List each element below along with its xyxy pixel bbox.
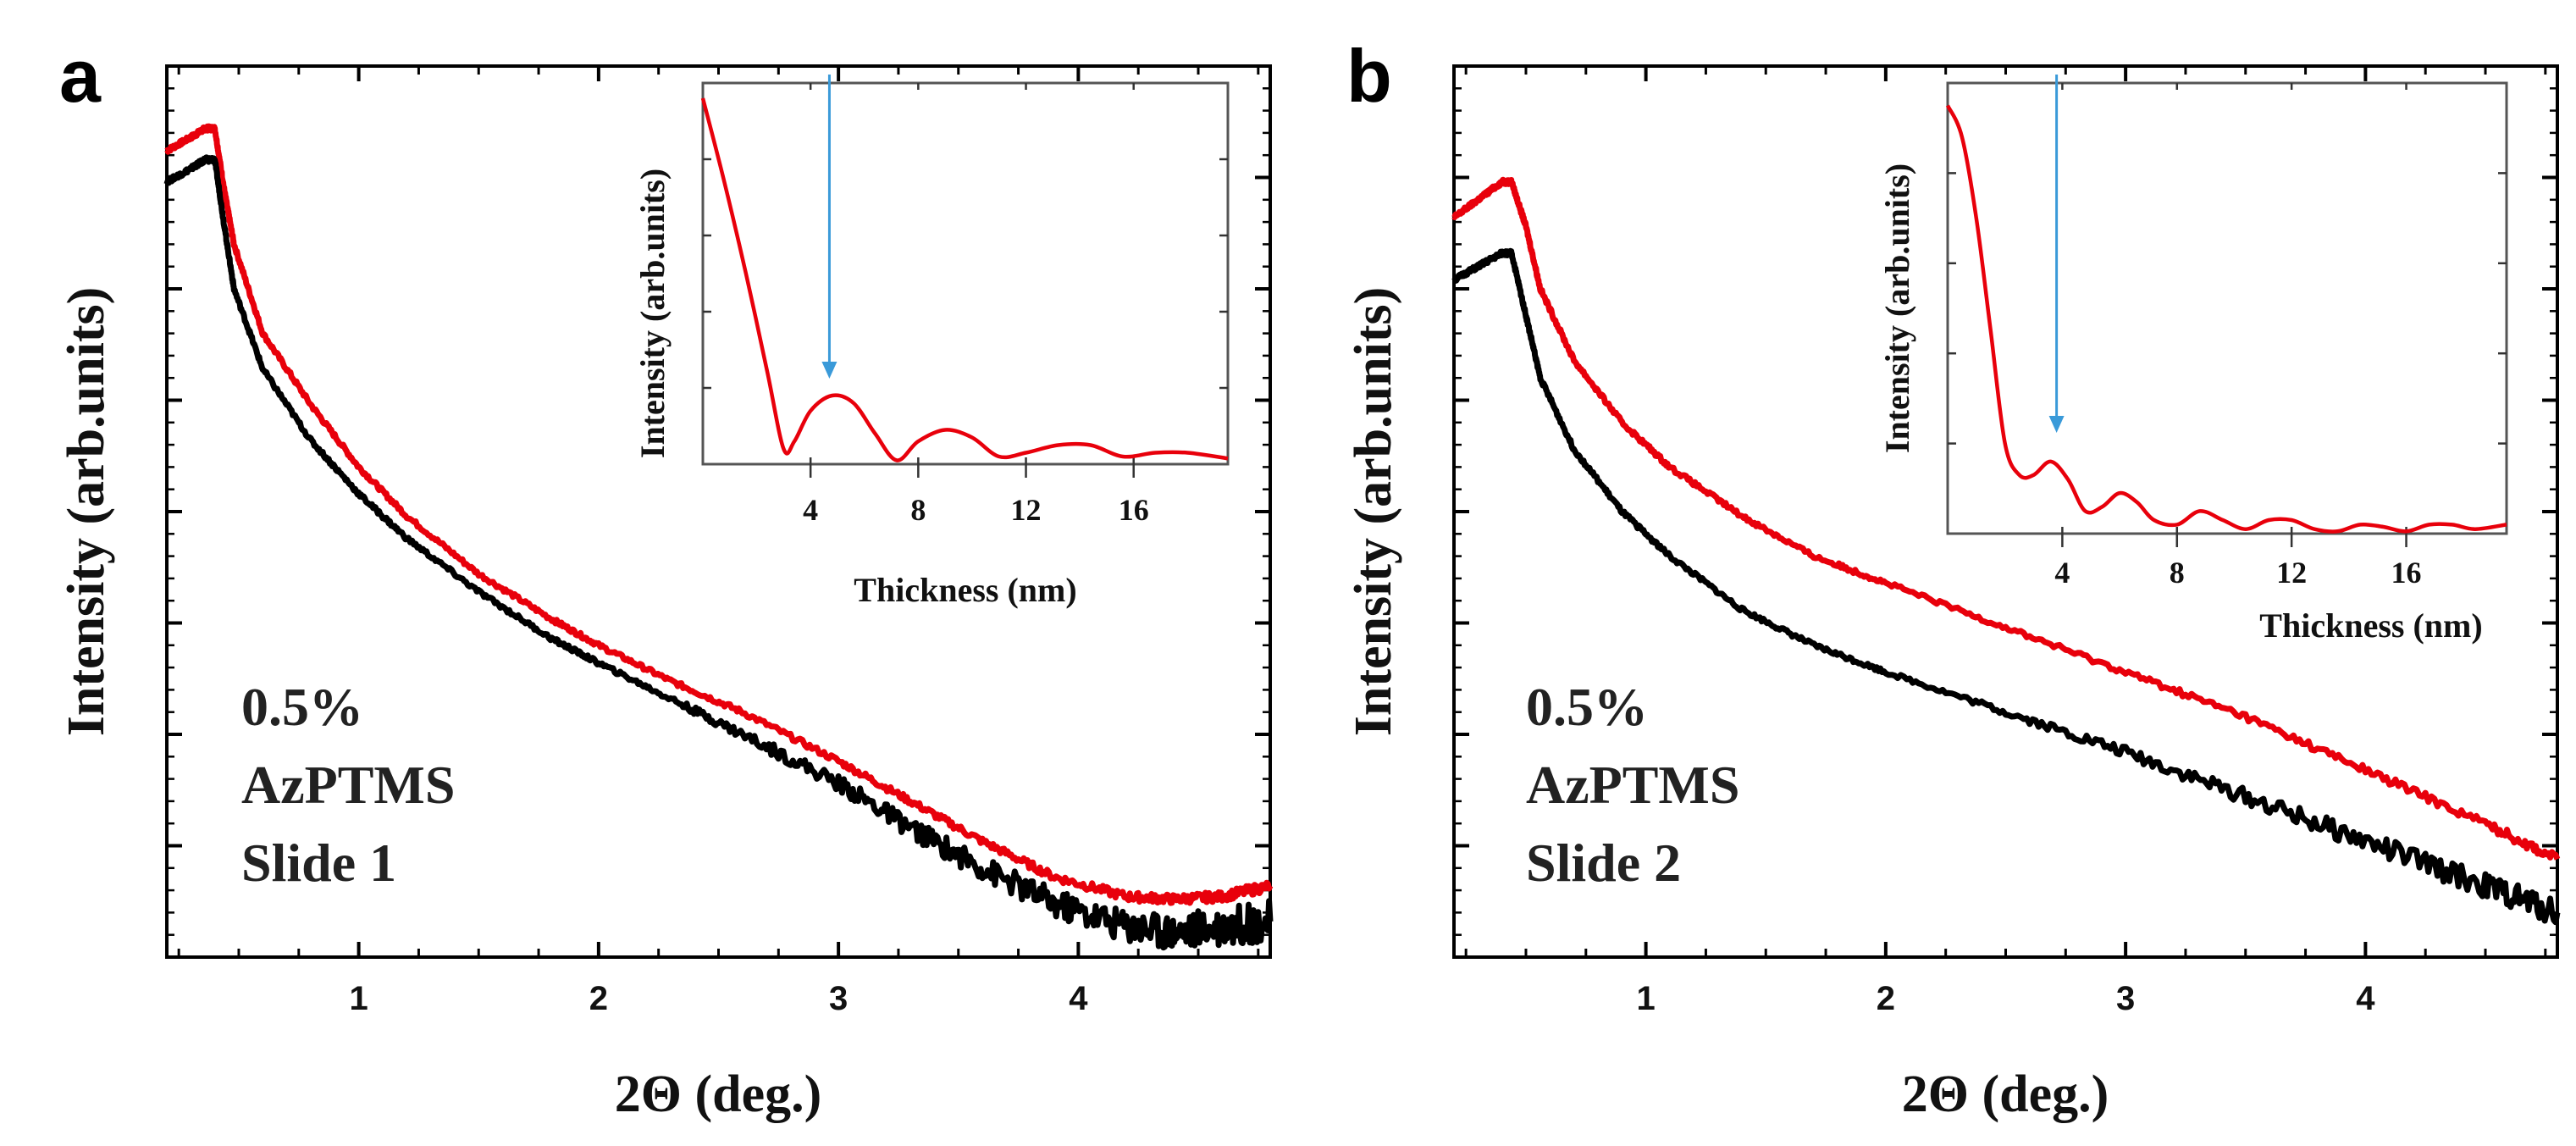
panel-b-inset-arrow-head bbox=[2048, 415, 2065, 433]
panel-b-inset-y-axis-title: Intensity (arb.units) bbox=[1878, 163, 1916, 453]
panel-a-inset-series-group bbox=[700, 75, 1229, 462]
panel-b-annotation-line-3: Slide 2 bbox=[1526, 833, 1681, 893]
panel-b-inset-x-tick-label-1: 8 bbox=[2170, 556, 2185, 590]
panel-a-inset-arrow-head bbox=[821, 362, 837, 379]
panel-a-x-tick-label-2: 3 bbox=[829, 980, 848, 1017]
panel-a-inset-ticks: 4 8 12 16 bbox=[703, 83, 1228, 527]
panel-a-x-tick-label-0: 1 bbox=[349, 980, 368, 1017]
panel-a-inset-frame bbox=[701, 81, 1230, 466]
panel-b-inset-x-axis-title: Thickness (nm) bbox=[2259, 606, 2482, 645]
panel-a-inset-series-red bbox=[700, 97, 1229, 462]
panel-a-inset-x-tick-label-0: 4 bbox=[803, 493, 818, 527]
panel-b-x-tick-label-2: 3 bbox=[2116, 980, 2135, 1017]
panel-b-inset-x-tick-label-2: 12 bbox=[2276, 556, 2307, 590]
panel-a-x-tick-label-3: 4 bbox=[1069, 980, 1088, 1017]
panel-b-inset: 4 8 12 16 Thickness (nm) Intensity (arb.uni… bbox=[1878, 75, 2508, 645]
panel-a-annotation-line-1: 0.5% bbox=[241, 677, 363, 737]
panel-a-inset-x-tick-label-2: 12 bbox=[1011, 493, 1042, 527]
panel-a-inset-y-axis-title: Intensity (arb.units) bbox=[633, 169, 672, 458]
panel-a-x-axis-title: 2Θ (deg.) bbox=[615, 1066, 822, 1123]
panel-b-y-axis-title: Intensity (arb.units) bbox=[1345, 287, 1402, 737]
panel-b-x-axis-title: 2Θ (deg.) bbox=[1902, 1066, 2109, 1123]
panel-b-series-black bbox=[1451, 247, 2561, 926]
panel-a-inset-x-tick-label-1: 8 bbox=[910, 493, 926, 527]
panel-b-annotation-line-2: AzPTMS bbox=[1526, 755, 1739, 815]
panel-a-inset-x-tick-label-3: 16 bbox=[1119, 493, 1149, 527]
panel-b-inset-ticks: 4 8 12 16 bbox=[1948, 83, 2507, 590]
panel-b-series-group bbox=[1451, 176, 2561, 926]
panel-b-inset-series-group bbox=[1945, 75, 2507, 534]
panel-a-series-group bbox=[163, 123, 1274, 951]
panel-a-series-black bbox=[163, 154, 1274, 951]
panel-a-annotation-line-2: AzPTMS bbox=[241, 755, 455, 815]
panel-b-x-tick-label-0: 1 bbox=[1636, 980, 1655, 1017]
panel-b-inset-frame bbox=[1946, 81, 2508, 535]
panel-b-x-tick-label-3: 4 bbox=[2356, 980, 2375, 1017]
panel-a-series-red bbox=[164, 123, 1274, 906]
panel-a-inset: 4 8 12 16 Thickness (nm) Intensity (arb.uni… bbox=[633, 75, 1230, 609]
panel-b-series-red bbox=[1451, 176, 2561, 861]
panel-a-x-tick-label-1: 2 bbox=[589, 980, 608, 1017]
panel-a-annotation-line-3: Slide 1 bbox=[241, 833, 396, 893]
panel-b-x-tick-label-1: 2 bbox=[1877, 980, 1895, 1017]
panel-b-letter: b bbox=[1346, 34, 1392, 118]
panel-a-inset-x-axis-title: Thickness (nm) bbox=[854, 571, 1076, 609]
panel-b-inset-x-tick-label-3: 16 bbox=[2391, 556, 2422, 590]
panel-b-inset-x-tick-label-0: 4 bbox=[2054, 556, 2070, 590]
panel-a-letter: a bbox=[59, 34, 102, 118]
panel-b-inset-series-red bbox=[1945, 104, 2507, 534]
panel-b-annotation-line-1: 0.5% bbox=[1526, 677, 1648, 737]
panel-a-y-axis-title: Intensity (arb.units) bbox=[58, 287, 115, 737]
